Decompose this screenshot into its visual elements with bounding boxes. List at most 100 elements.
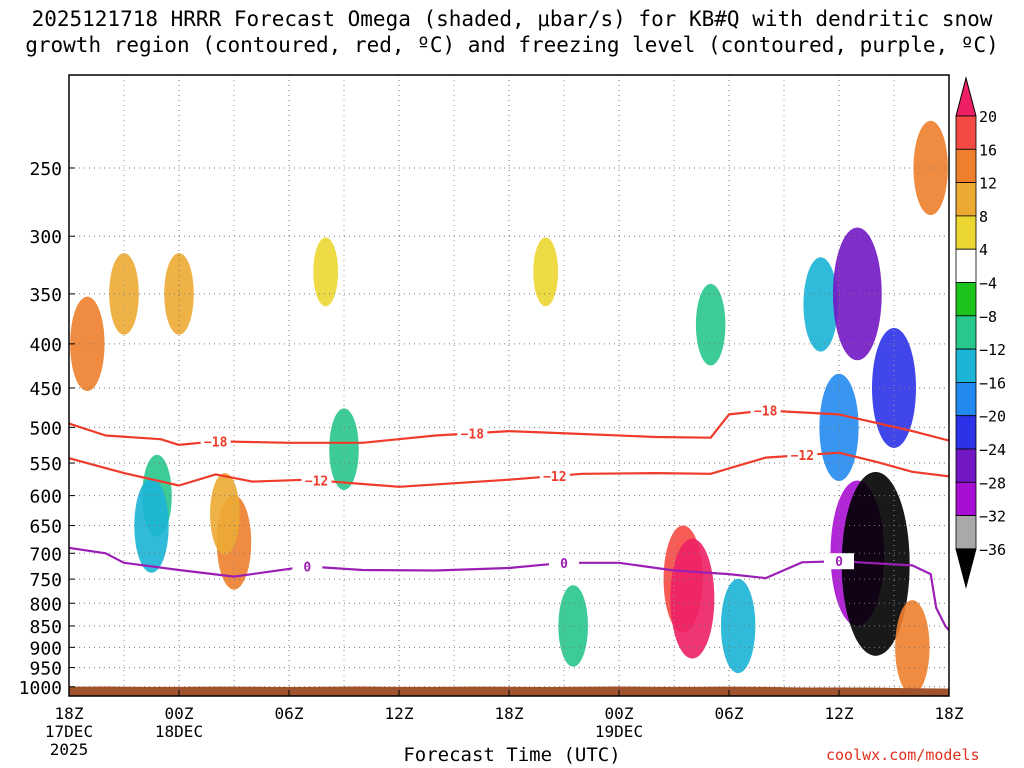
contour-label-bg: [549, 554, 579, 571]
colorbar-bottom-arrow: [955, 548, 977, 589]
omega-cell: [329, 408, 359, 490]
omega-cell: [210, 473, 240, 555]
y-tick-label: 350: [29, 285, 62, 306]
colorbar-swatch: [955, 315, 977, 350]
x-tick-date: 18DEC: [155, 722, 203, 741]
y-tick-label: 950: [29, 659, 62, 680]
contour-label-bg: [750, 402, 781, 419]
freezing-level-0-label: 0: [303, 560, 311, 575]
dgz-minus-12-label: −12: [543, 470, 566, 485]
contour-label-bg: [292, 558, 323, 575]
y-tick-label: 900: [29, 638, 62, 659]
colorbar-label: −4: [979, 275, 997, 293]
omega-cell: [134, 478, 169, 573]
contour-label-bg: [787, 447, 818, 464]
y-tick-label: 600: [29, 487, 62, 508]
dgz-minus-18-line: [69, 409, 949, 446]
freezing-level-0-label: 0: [835, 555, 843, 570]
contour-label-bg: [539, 467, 570, 484]
omega-cell: [670, 538, 715, 659]
omega-cell: [803, 257, 838, 352]
chart-title-line2: growth region (contoured, red, ºC) and f…: [25, 33, 999, 57]
dgz-minus-18-label: −18: [461, 427, 485, 442]
colorbar-swatch: [955, 248, 977, 283]
x-tick-label: 12Z: [385, 704, 414, 723]
x-tick-label: 00Z: [605, 704, 634, 723]
x-tick-date: 19DEC: [595, 722, 643, 741]
y-tick-label: 550: [29, 454, 62, 475]
colorbar-swatch: [955, 115, 977, 150]
x-axis-label: Forecast Time (UTC): [403, 744, 621, 766]
chart-title: 2025121718 HRRR Forecast Omega (shaded, …: [0, 6, 1024, 58]
colorbar-label: −20: [979, 408, 1006, 426]
chart-title-line1: 2025121718 HRRR Forecast Omega (shaded, …: [31, 7, 993, 31]
x-tick-label: 00Z: [165, 704, 194, 723]
x-tick-label: 06Z: [275, 704, 304, 723]
dgz-minus-18-label: −18: [754, 405, 778, 420]
contour-label-bg: [301, 472, 332, 489]
x-tick-label: 12Z: [825, 704, 854, 723]
colorbar-swatch: [955, 348, 977, 383]
freezing-level-0-line: [69, 546, 949, 632]
omega-cell: [313, 237, 339, 307]
dgz-minus-12-label: −12: [305, 474, 328, 489]
contour-label-bg: [457, 425, 488, 442]
site-credit: coolwx.com/models: [826, 746, 980, 764]
y-tick-label: 500: [29, 418, 62, 439]
colorbar-swatch: [955, 448, 977, 483]
colorbar-label: −24: [979, 441, 1006, 459]
colorbar-swatch: [955, 481, 977, 516]
colorbar-swatch: [955, 148, 977, 184]
omega-cell: [832, 227, 882, 361]
x-tick-label: 06Z: [715, 704, 744, 723]
colorbar-label: −12: [979, 341, 1006, 359]
colorbar-label: 4: [979, 241, 988, 259]
dgz-minus-18-label: −18: [204, 435, 228, 450]
colorbar-label: −32: [979, 508, 1006, 526]
y-tick-label: 450: [29, 379, 62, 400]
y-tick-label: 250: [29, 159, 62, 180]
omega-cell: [695, 283, 726, 366]
colorbar-label: 20: [979, 108, 997, 126]
contours: −18 −18 −18 −12 −12 −12 0 0 0: [69, 402, 949, 632]
colorbar-label: −36: [979, 541, 1006, 559]
colorbar-swatch: [955, 182, 977, 217]
dgz-minus-12-label: −12: [791, 449, 814, 464]
colorbar-label: 16: [979, 141, 997, 159]
omega-cell: [895, 600, 930, 695]
colorbar-top-arrow: [955, 76, 977, 117]
y-tick-label: 700: [29, 544, 62, 565]
x-tick-label: 18Z: [55, 704, 84, 723]
x-tick-label: 18Z: [495, 704, 524, 723]
y-tick-label: 850: [29, 617, 62, 638]
colorbar: 20 16 12 8 4 −4 −8 −12 −16 −20 −24 −28 −32 −36: [955, 76, 1006, 589]
y-tick-label: 750: [29, 570, 62, 591]
colorbar-swatch: [955, 415, 977, 450]
colorbar-swatch: [955, 381, 977, 417]
colorbar-label: −28: [979, 474, 1006, 492]
y-tick-label: 650: [29, 517, 62, 538]
y-tick-label: 1000: [19, 678, 62, 699]
x-tick-date: 17DEC: [45, 722, 93, 741]
y-tick-label: 300: [29, 227, 62, 248]
colorbar-swatch: [955, 282, 977, 317]
colorbar-swatch: [955, 215, 977, 250]
y-tick-label: 800: [29, 594, 62, 615]
colorbar-label: −16: [979, 374, 1006, 392]
freezing-level-0-label: 0: [560, 557, 568, 572]
contour-label-bg: [824, 553, 854, 570]
omega-cell: [720, 578, 756, 674]
colorbar-label: −8: [979, 308, 997, 326]
colorbar-label: 12: [979, 175, 997, 193]
y-tick-label: 400: [29, 335, 62, 356]
omega-cell: [558, 585, 588, 667]
x-tick-label: 18Z: [935, 704, 964, 723]
omega-cell: [70, 296, 105, 392]
x-tick-year: 2025: [50, 740, 89, 759]
colorbar-label: 8: [979, 208, 988, 226]
omega-cell: [533, 237, 559, 307]
omega-cell: [913, 120, 948, 216]
colorbar-swatch: [955, 515, 977, 550]
